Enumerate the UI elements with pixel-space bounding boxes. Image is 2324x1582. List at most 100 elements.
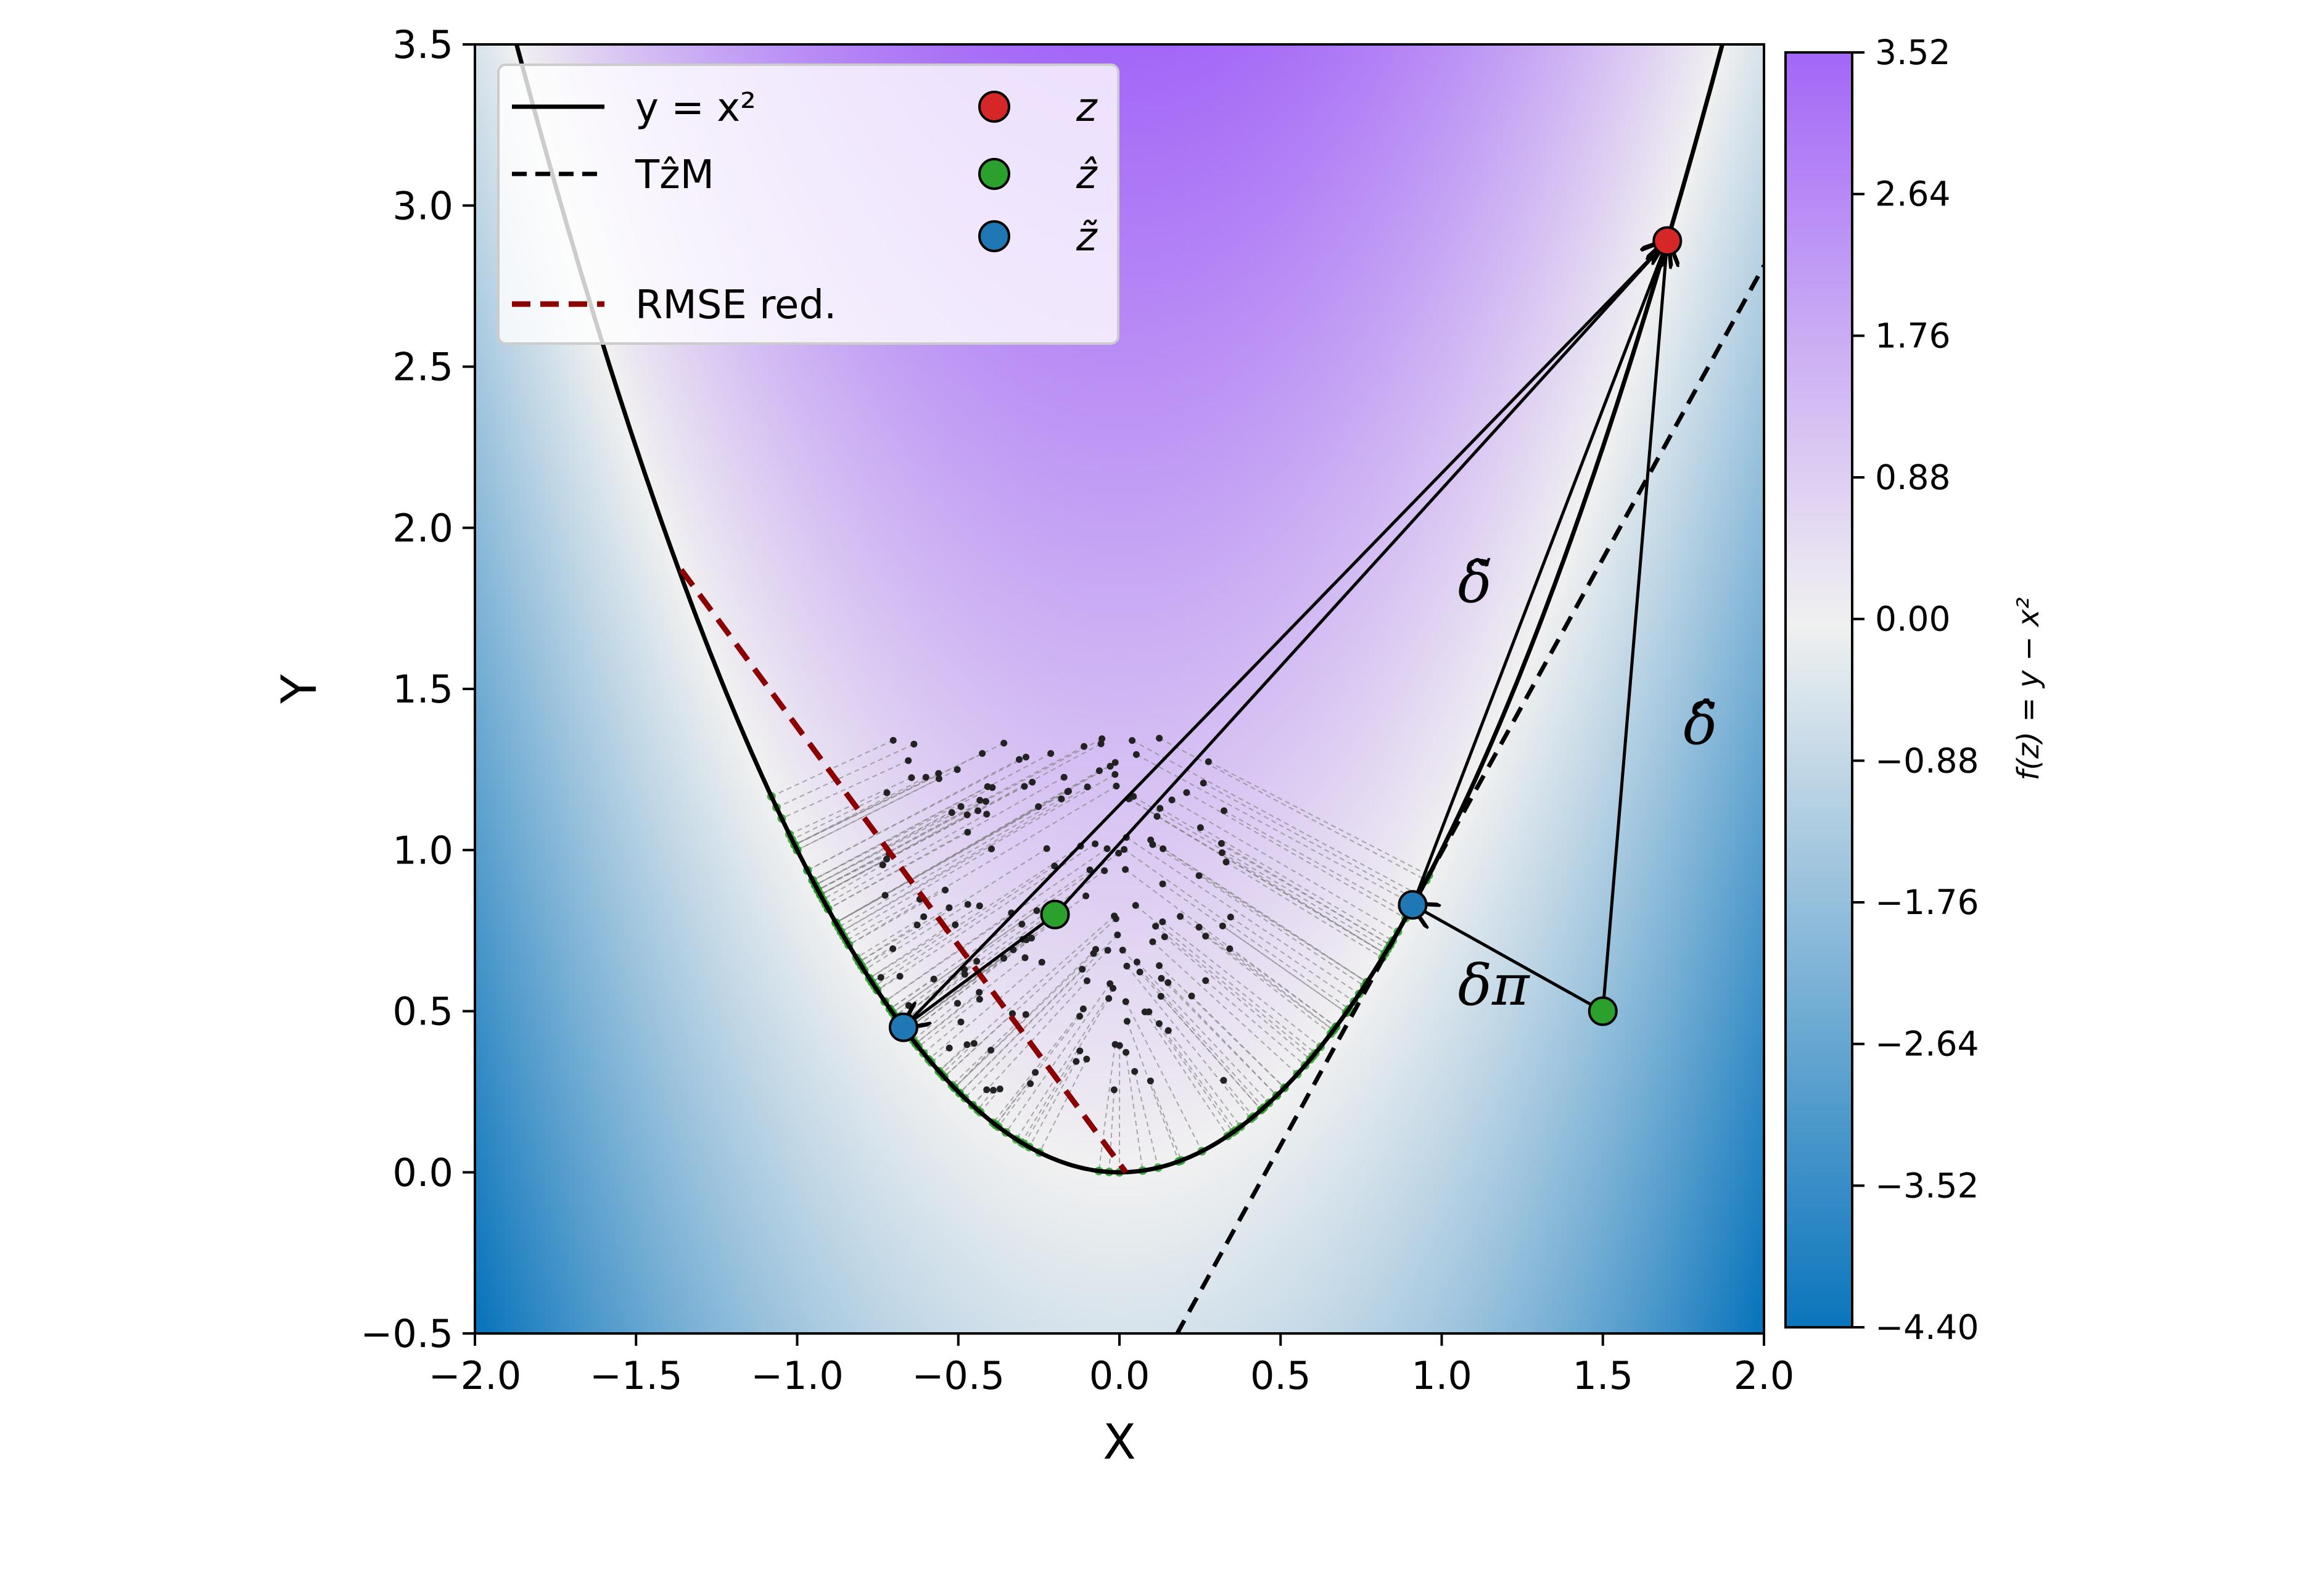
colorbar-tick-label: 1.76 [1875,316,1950,355]
cloud-point [1021,954,1028,961]
legend-label-curve: y = x² [635,85,756,131]
x-tick-label: −0.5 [912,1353,1005,1398]
cloud-point [1147,1077,1154,1084]
cloud-point [1000,740,1007,746]
cloud-point [910,741,917,748]
cloud-point [1218,840,1225,847]
y-tick-label: 3.5 [392,22,453,67]
cloud-point [1220,1077,1227,1084]
cloud-point [889,945,896,952]
cloud-point [1219,849,1226,856]
cloud-point [1122,866,1129,873]
cloud-point [964,829,971,836]
cloud-point [1152,923,1159,929]
cloud-point [990,1087,997,1094]
cloud-point [949,809,955,816]
cloud-point [878,974,884,981]
cloud-point [914,921,921,928]
point-zhat [1042,901,1069,928]
cloud-point [1112,1041,1119,1048]
cloud-point [1222,859,1229,865]
y-tick-label: 2.5 [392,345,453,390]
cloud-point [958,803,965,810]
cloud-point [983,810,990,817]
cloud-point [1119,947,1126,954]
cloud-point [1221,807,1227,814]
cloud-point [1131,1068,1138,1075]
cloud-point [1183,789,1190,796]
legend-marker-z [979,92,1009,122]
cloud-point [1058,796,1065,802]
cloud-point [1121,846,1127,853]
cloud-point [1111,913,1118,920]
cloud-point [957,1019,964,1026]
cloud-point [1205,758,1212,765]
cloud-point [1076,1013,1083,1020]
colorbar-tick-label: 0.88 [1875,458,1950,497]
colorbar: 3.522.641.760.880.00−0.88−1.76−2.64−3.52… [1786,33,2046,1347]
cloud-point [964,812,971,818]
x-tick-label: 0.5 [1250,1353,1311,1398]
legend-marker-zhat [979,159,1009,189]
colorbar-tick-label: −3.52 [1875,1166,1979,1205]
cloud-point [1202,977,1209,984]
cloud-point [882,892,889,899]
cloud-point [942,887,949,894]
cloud-point [1103,846,1110,852]
colorbar-tick-label: 3.52 [1875,33,1950,72]
cloud-point [1165,1027,1172,1034]
cloud-point [1111,771,1118,778]
cloud-point [1196,924,1203,931]
cloud-point [1145,1008,1152,1015]
colorbar-gradient [1786,52,1852,1327]
cloud-point [1219,923,1226,929]
cloud-point [1200,780,1207,786]
cloud-point [1047,750,1054,757]
cloud-point [979,750,986,757]
cloud-point [1123,1049,1129,1056]
cloud-point [1083,1056,1090,1063]
colorbar-tick-label: −0.88 [1875,741,1979,780]
cloud-point [1034,907,1040,914]
y-axis-ticks: −0.50.00.51.01.52.02.53.03.5 [360,22,475,1356]
cloud-point [976,902,983,909]
point-ztilde [1399,891,1426,918]
cloud-point [1156,805,1163,812]
cloud-point [1161,933,1168,940]
cloud-point [1084,783,1091,790]
cloud-point [1092,946,1099,953]
colorbar-tick-label: −1.76 [1875,883,1979,922]
cloud-point [1153,813,1160,820]
x-tick-label: 1.0 [1411,1353,1472,1398]
cloud-point [1164,979,1171,986]
cloud-point [1160,881,1166,888]
cloud-point [1073,1058,1079,1065]
cloud-point [1149,938,1156,945]
cloud-point [1156,962,1163,969]
cloud-point [1129,737,1135,744]
cloud-point [989,784,995,791]
cloud-point [1177,913,1184,920]
cloud-point [997,1086,1003,1092]
cloud-point [1137,969,1143,976]
x-tick-label: −1.5 [590,1353,683,1398]
y-tick-label: 3.0 [392,183,453,228]
cloud-point [1123,999,1129,1005]
y-axis-label: Y [272,674,328,704]
cloud-point [1079,966,1086,973]
cloud-point [983,1086,990,1093]
cloud-point [963,1041,970,1048]
cloud-point [1021,783,1028,790]
cloud-point [905,1002,912,1009]
cloud-point [1105,995,1112,1002]
cloud-point [1159,918,1166,925]
annotation-delta-tilde: δ̃ [1458,550,1492,616]
cloud-point [920,913,927,920]
x-tick-label: −2.0 [429,1353,522,1398]
cloud-point [1098,740,1105,747]
cloud-point [890,737,897,744]
cloud-point [1123,963,1130,970]
cloud-point [1029,779,1036,786]
